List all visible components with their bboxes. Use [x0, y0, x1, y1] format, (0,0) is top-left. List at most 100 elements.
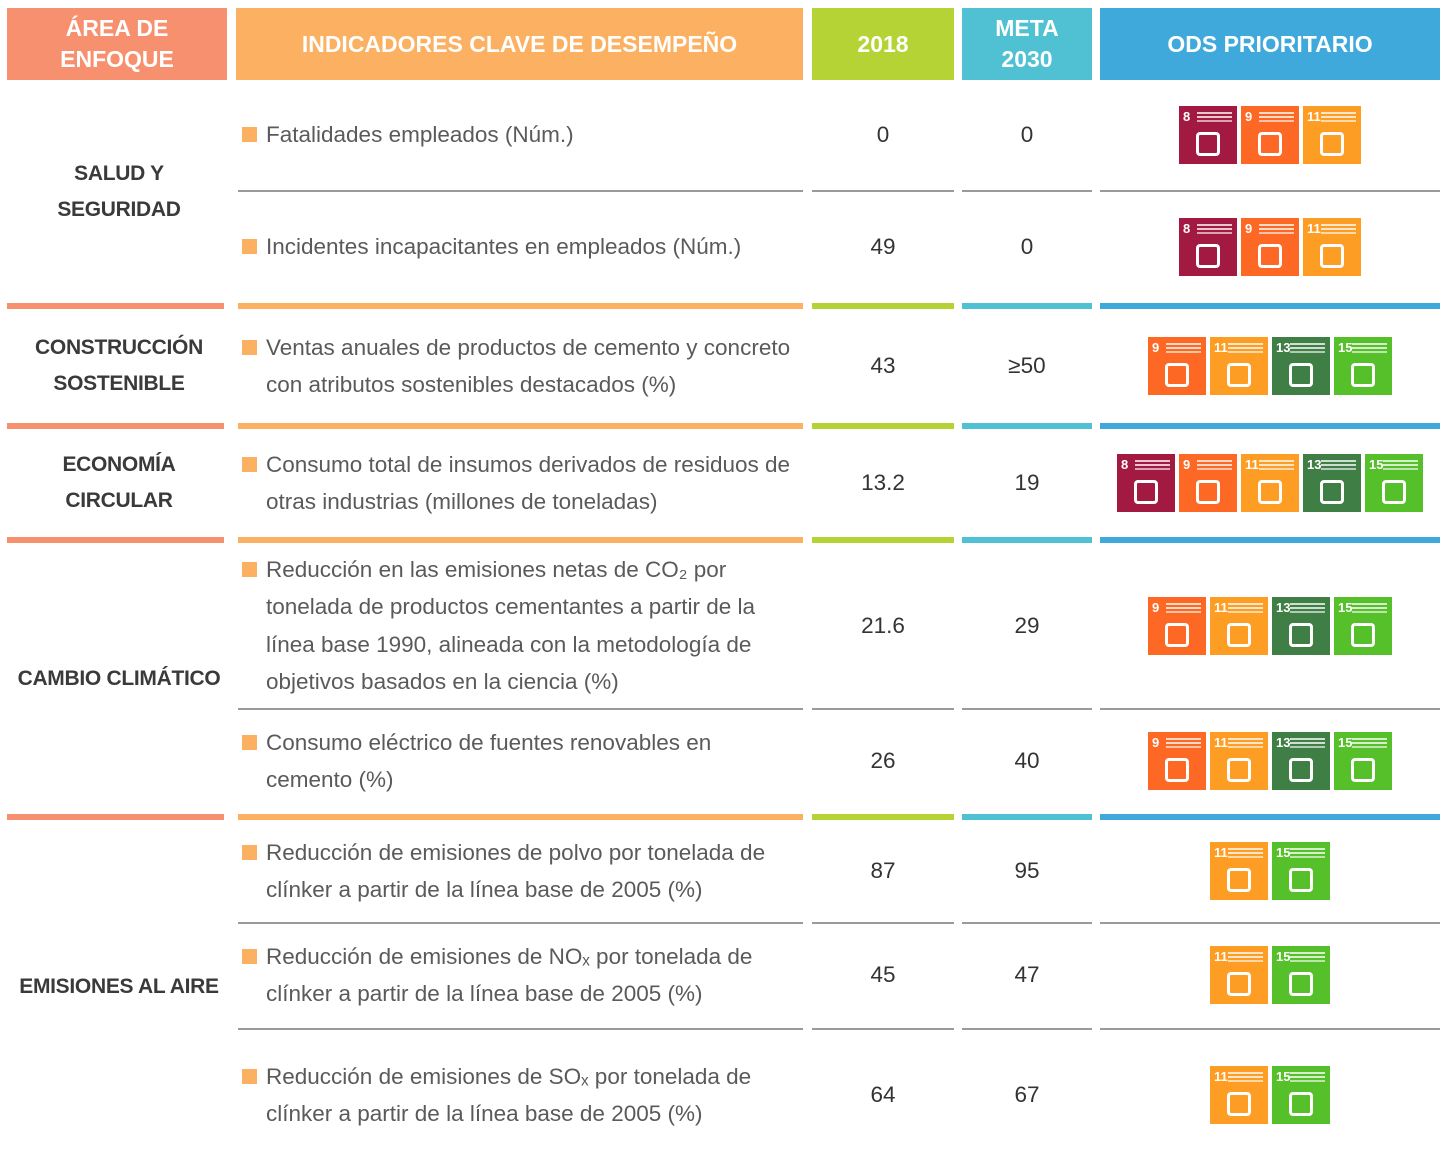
sdg-icon: 11: [1210, 946, 1268, 1004]
sdg-glyph: [1351, 758, 1375, 782]
sdg-glyph: [1258, 132, 1282, 156]
area-label: CAMBIO CLIMÁTICO: [17, 666, 221, 690]
sdg-number: 15: [1276, 949, 1291, 964]
sdg-caption-lines: [1228, 952, 1263, 954]
sdg-number: 8: [1121, 457, 1129, 472]
sdg-icons: 8 9 11 13 15: [1100, 429, 1440, 537]
sdg-glyph: [1289, 972, 1313, 996]
sdg-number: 11: [1245, 457, 1259, 472]
sdg-caption-lines: [1290, 738, 1325, 740]
sdg-glyph: [1320, 132, 1344, 156]
bullet: [242, 127, 257, 142]
bullet: [242, 340, 257, 355]
bullet: [242, 457, 257, 472]
sdg-glyph: [1227, 622, 1251, 647]
group-divider: [962, 423, 1092, 429]
sdg-number: 11: [1307, 109, 1321, 124]
sdg-glyph: [1289, 622, 1313, 647]
group-divider: [238, 423, 803, 429]
sdg-number: 11: [1214, 1069, 1228, 1084]
sdg-caption-lines: [1290, 602, 1325, 605]
sdg-number: 15: [1338, 735, 1353, 750]
sdg-glyph: [1351, 622, 1375, 647]
sdg-number: 9: [1183, 457, 1191, 472]
bullet: [242, 562, 257, 577]
sdg-caption-lines: [1166, 738, 1201, 740]
indicator-text: Reducción de emisiones de polvo por tone…: [266, 839, 766, 903]
indicator-text: Reducción de emisiones de NOₓ por tonela…: [266, 943, 753, 1007]
sdg-icon: 11: [1210, 337, 1268, 395]
header-cell: ODS PRIORITARIO: [1100, 8, 1440, 80]
sdg-glyph: [1289, 1092, 1313, 1116]
sdg-icon: 11: [1303, 217, 1361, 276]
sdg-caption-lines: [1228, 848, 1263, 850]
sdg-caption-lines: [1259, 112, 1294, 114]
indicator-text: Fatalidades empleados (Núm.): [266, 122, 574, 148]
sdg-icon: 15: [1334, 596, 1392, 655]
sdg-glyph: [1351, 363, 1375, 387]
indicator-text: Incidentes incapacitantes en empleados (…: [266, 233, 742, 259]
sdg-number: 11: [1307, 220, 1321, 236]
group-divider: [812, 423, 954, 429]
sdg-glyph: [1196, 480, 1220, 504]
value-2018: 26: [870, 748, 896, 773]
sdg-number: 11: [1214, 735, 1228, 750]
target-2030: 0: [1020, 122, 1034, 147]
indicator-cell: Consumo eléctrico de fuentes renovables …: [242, 708, 803, 814]
indicator-cell: Reducción en las emisiones netas de CO₂ …: [242, 543, 803, 708]
sdg-icon: 8: [1117, 454, 1175, 512]
sdg-caption-lines: [1383, 460, 1418, 462]
target-2030: 29: [1014, 612, 1040, 638]
sdg-icon: 15: [1272, 946, 1330, 1004]
group-divider: [962, 303, 1092, 309]
sdg-caption-lines: [1321, 112, 1356, 114]
header-cell: META 2030: [962, 8, 1092, 80]
area-label: EMISIONES AL AIRE: [19, 975, 219, 998]
sdg-number: 8: [1183, 109, 1191, 124]
sdg-number: 9: [1152, 599, 1160, 615]
group-divider: [812, 814, 954, 820]
row-separator: [238, 1028, 803, 1030]
sdg-number: 11: [1214, 949, 1228, 964]
sdg-caption-lines: [1290, 1072, 1325, 1074]
sdg-icon: 13: [1272, 596, 1330, 655]
target-2030: 67: [1014, 1082, 1040, 1107]
indicator-text: Reducción de emisiones de SOₓ por tonela…: [266, 1063, 752, 1127]
area-label: CONSTRUCCIÓN SOSTENIBLE: [35, 336, 203, 395]
group-divider: [1100, 303, 1440, 309]
header-text: ODS PRIORITARIO: [1167, 30, 1373, 57]
sdg-number: 8: [1183, 220, 1191, 236]
bullet: [242, 239, 257, 254]
row-separator: [812, 708, 954, 710]
row-separator: [1100, 922, 1440, 924]
sdg-icon: 11: [1241, 454, 1299, 512]
sdg-caption-lines: [1228, 738, 1263, 740]
target-2030: 40: [1014, 748, 1040, 773]
sdg-glyph: [1165, 622, 1189, 647]
group-divider: [1100, 537, 1440, 543]
header-cell: 2018: [812, 8, 954, 80]
sdg-number: 13: [1276, 599, 1291, 615]
bullet: [242, 735, 257, 750]
area-cell: SALUD Y SEGURIDAD: [7, 80, 231, 303]
group-divider: [238, 814, 803, 820]
value-2018: 49: [870, 233, 896, 259]
indicator-text: Consumo eléctrico de fuentes renovables …: [266, 729, 712, 793]
sdg-icon: 15: [1334, 337, 1392, 395]
sdg-number: 13: [1276, 735, 1291, 750]
sdg-caption-lines: [1259, 223, 1294, 226]
sdg-number: 9: [1152, 340, 1160, 355]
row-separator: [962, 708, 1092, 710]
area-label: SALUD Y SEGURIDAD: [57, 161, 181, 221]
target-2030: 19: [1014, 470, 1040, 495]
group-divider: [7, 423, 224, 429]
sdg-icon: 9: [1179, 454, 1237, 512]
sdg-icon: 15: [1365, 454, 1423, 512]
sdg-icon: 9: [1241, 106, 1299, 164]
sdg-glyph: [1165, 363, 1189, 387]
sdg-caption-lines: [1321, 223, 1356, 226]
sdg-caption-lines: [1197, 223, 1232, 226]
bullet: [242, 1069, 257, 1084]
sdg-icon: 13: [1303, 454, 1361, 512]
